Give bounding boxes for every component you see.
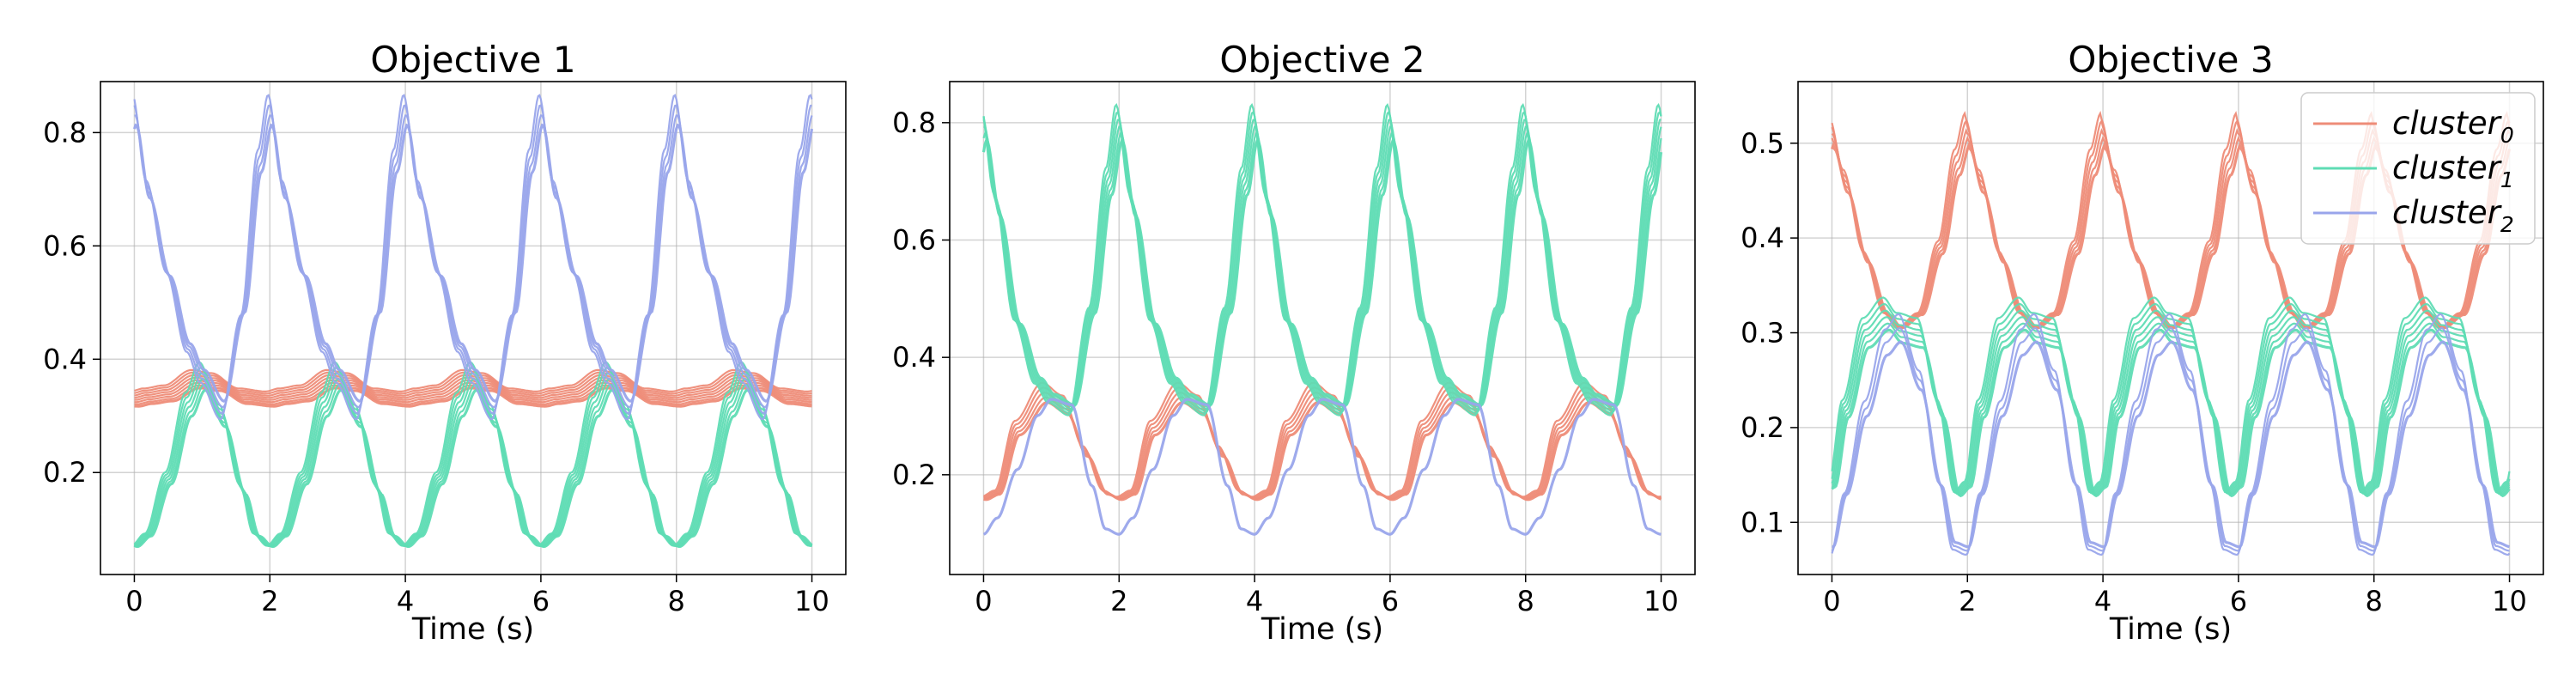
legend-label: cluster0: [2392, 105, 2514, 148]
y-tick-label: 0.6: [892, 224, 936, 257]
legend-entry-cluster-1: cluster1: [2313, 149, 2514, 192]
legend-label: cluster1: [2392, 149, 2514, 192]
grid: [100, 82, 846, 575]
y-tick-label: 0.3: [1741, 317, 1784, 350]
y-tick-label: 0.6: [43, 229, 87, 262]
x-tick-label: 8: [2366, 585, 2383, 617]
x-tick-label: 4: [397, 585, 414, 617]
series-line-cluster-0: [134, 374, 812, 397]
plot-lines: [132, 94, 814, 549]
x-tick-label: 2: [1959, 585, 1976, 617]
series-line-cluster-1: [982, 118, 1662, 412]
x-tick-label: 10: [1643, 585, 1679, 617]
panel-objective-2: Objective 2 0 2 4 6 8 10 0.2 0.4 0.6 0.8 Time (s): [892, 39, 1696, 647]
plot-frame: [100, 81, 847, 575]
x-tick-label: 2: [261, 585, 278, 617]
y-tick-label: 0.5: [1741, 127, 1784, 160]
grid: [950, 82, 1695, 575]
tick-labels: 0 2 4 6 8 10 0.2 0.4 0.6 0.8: [892, 106, 1679, 617]
panel-title: Objective 1: [370, 39, 575, 81]
x-tick-label: 6: [1382, 585, 1399, 617]
x-tick-label: 2: [1110, 585, 1127, 617]
series-line-cluster-1: [982, 102, 1662, 416]
x-tick-label: 10: [2492, 585, 2527, 617]
x-tick-label: 0: [125, 585, 143, 617]
y-tick-label: 0.8: [43, 116, 87, 149]
y-tick-label: 0.4: [892, 341, 936, 374]
x-tick-label: 4: [2094, 585, 2111, 617]
series-line-cluster-1: [1831, 328, 2511, 498]
grid: [1798, 82, 2543, 575]
legend-entry-cluster-0: cluster0: [2313, 105, 2514, 148]
series-line-cluster-2: [133, 94, 813, 421]
series-line-cluster-1: [133, 361, 813, 547]
series-line-cluster-2: [982, 398, 1662, 536]
y-tick-label: 0.4: [1741, 222, 1784, 254]
x-axis-label: Time (s): [411, 612, 534, 647]
y-tick-label: 0.8: [892, 106, 936, 139]
y-tick-label: 0.2: [1741, 411, 1784, 444]
series-line-cluster-0: [134, 386, 812, 408]
series-line-cluster-0: [134, 368, 812, 392]
panel-title: Objective 3: [2068, 39, 2273, 81]
legend: cluster0 cluster1 cluster2: [2300, 92, 2536, 245]
x-tick-label: 10: [794, 585, 829, 617]
legend-box: [2300, 92, 2536, 245]
panel-objective-1: Objective 1 0 2 4 6 8 10 0.2 0.4 0.6 0.8 Time (s): [43, 39, 847, 647]
series-line-cluster-2: [1831, 313, 2511, 556]
series-line-cluster-1: [982, 132, 1662, 409]
x-axis-label: Time (s): [2109, 612, 2232, 647]
tick-labels: 0 2 4 6 8 10 0.1 0.2 0.3 0.4 0.5: [1741, 127, 2527, 617]
panel-title: Objective 2: [1219, 39, 1425, 81]
series-line-cluster-0: [134, 379, 812, 401]
x-tick-label: 0: [1823, 585, 1840, 617]
y-tick-label: 0.2: [43, 456, 87, 489]
series-line-cluster-1: [983, 125, 1662, 410]
series-line-cluster-0: [983, 392, 1662, 500]
x-tick-label: 4: [1246, 585, 1263, 617]
x-axis-label: Time (s): [1261, 612, 1383, 647]
y-tick-label: 0.1: [1741, 506, 1784, 538]
series-line-cluster-1: [981, 138, 1663, 407]
legend-entry-cluster-2: cluster2: [2313, 194, 2514, 237]
panel-objective-3: Objective 3 0 2 4 6 8 10 0.1 0.2 0.3 0.4 0.5 Time …: [1741, 39, 2544, 647]
series-line-cluster-0: [982, 381, 1662, 498]
x-tick-label: 6: [532, 585, 550, 617]
series-line-cluster-1: [1831, 296, 2511, 494]
x-tick-label: 8: [668, 585, 685, 617]
series-line-cluster-2: [1831, 326, 2510, 552]
legend-label: cluster2: [2392, 194, 2514, 237]
plot-lines: [981, 102, 1663, 536]
tick-labels: 0 2 4 6 8 10 0.2 0.4 0.6 0.8: [43, 116, 829, 617]
plot-frame: [949, 81, 1696, 575]
x-tick-label: 0: [975, 585, 992, 617]
x-tick-label: 6: [2230, 585, 2247, 617]
plot-frame: [1797, 81, 2544, 575]
series-line-cluster-1: [982, 110, 1662, 415]
x-tick-label: 8: [1517, 585, 1534, 617]
y-tick-label: 0.2: [892, 459, 936, 491]
y-tick-label: 0.4: [43, 343, 87, 375]
series-line-cluster-2: [1832, 340, 2510, 549]
